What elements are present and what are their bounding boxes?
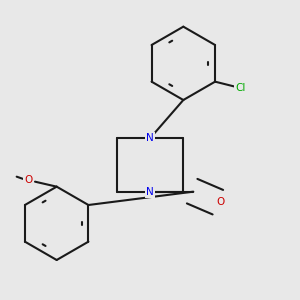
Text: N: N — [146, 133, 154, 143]
Text: O: O — [24, 175, 32, 185]
Text: O: O — [216, 197, 224, 207]
Text: Cl: Cl — [235, 83, 245, 93]
Text: N: N — [146, 187, 154, 197]
